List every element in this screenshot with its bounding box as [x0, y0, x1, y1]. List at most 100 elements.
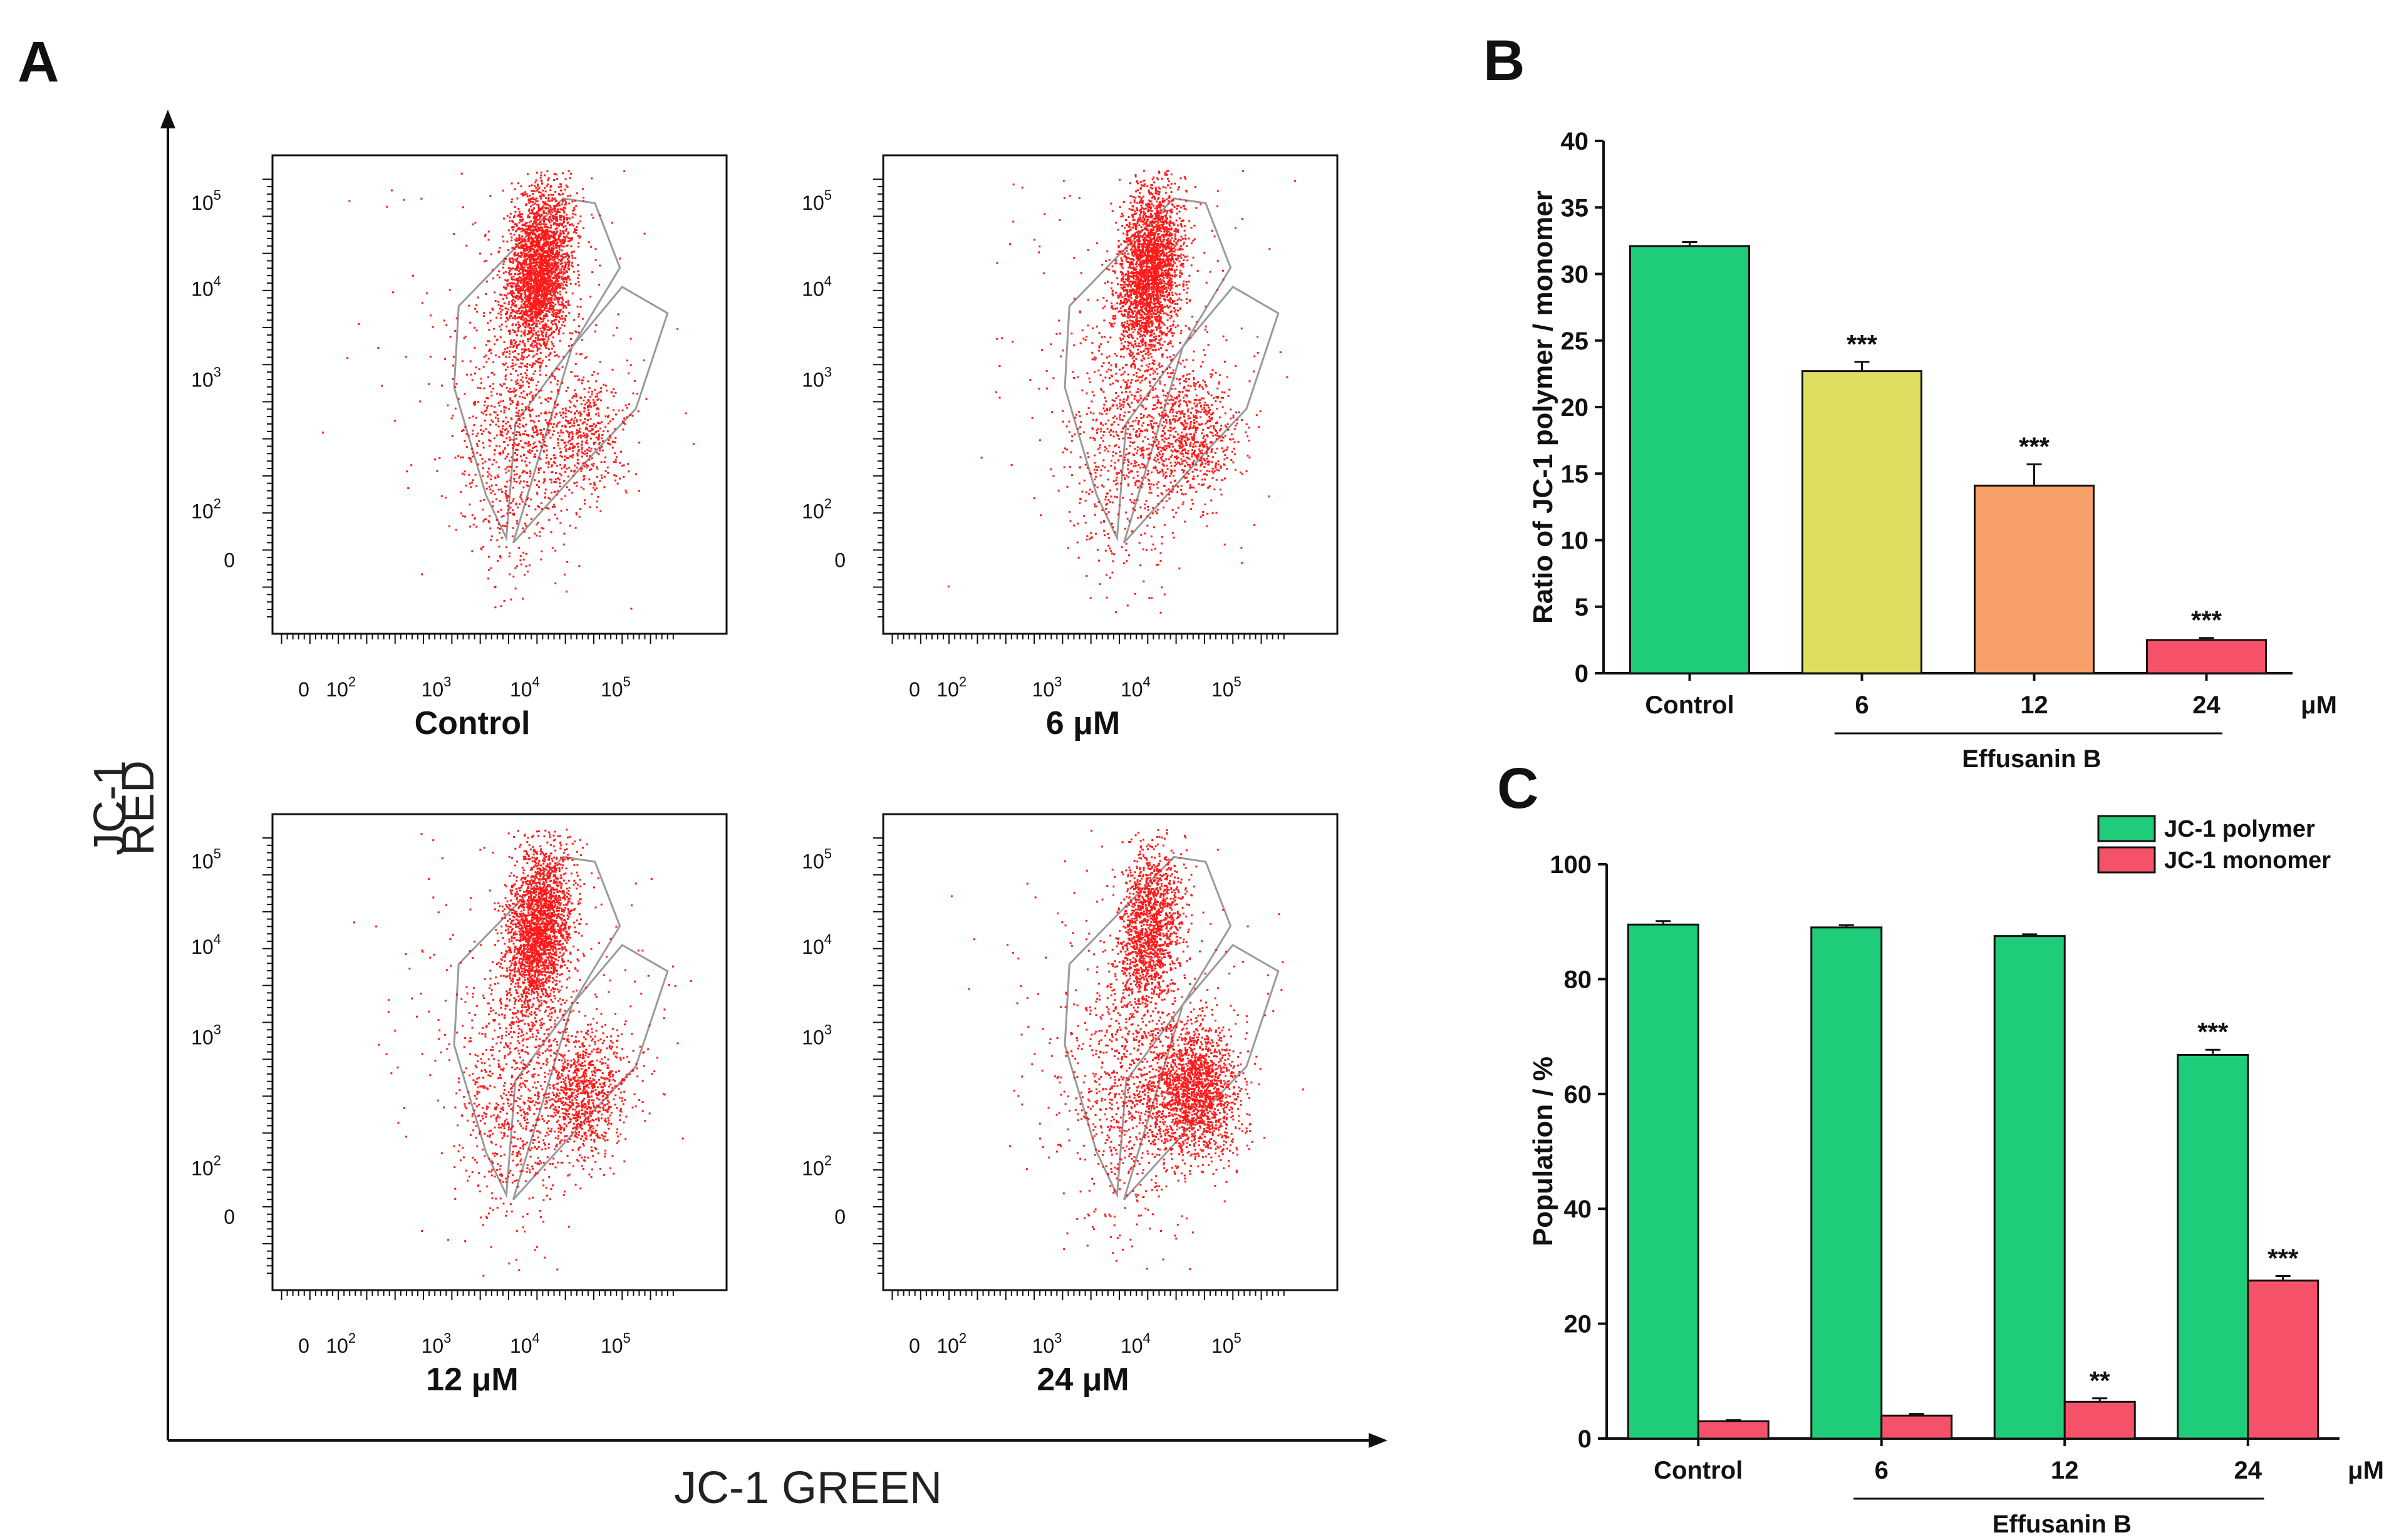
y-tick-label: 15 [1561, 460, 1589, 488]
flow-cytometry-panel: JC-1 RED JC-1 GREEN 0 102 103 104 1050102103… [85, 110, 1387, 1513]
flow-tick-exponent: 5 [623, 1330, 631, 1346]
significance-mark: *** [2019, 432, 2050, 461]
flow-plot-frame [882, 813, 1339, 1291]
y-axis-label: Ratio of JC-1 polymer / monomer [1528, 190, 1558, 624]
flow-ticks [873, 837, 1285, 1300]
flow-tick-base: 10 [1121, 1335, 1143, 1357]
flow-tick-base: 10 [802, 936, 824, 958]
flow-y-tick-label: 103 [802, 364, 832, 391]
flow-y-tick-zero: 0 [834, 549, 846, 572]
flow-tick-exponent: 4 [214, 273, 221, 289]
flow-tick-base: 10 [802, 500, 824, 523]
flow-tick-exponent: 3 [443, 1330, 451, 1346]
group-label: Effusanin B [1962, 745, 2101, 773]
flow-tick-exponent: 4 [214, 931, 221, 947]
flow-tick-exponent: 3 [1054, 674, 1062, 690]
flow-x-tick-label: 102 [326, 674, 356, 701]
flow-tick-base: 10 [1032, 678, 1055, 701]
flow-tick-base: 10 [1121, 678, 1143, 701]
flow-tick-exponent: 4 [1143, 674, 1151, 690]
flow-tick-base: 10 [191, 368, 214, 391]
flow-x-tick-label: 105 [1211, 1330, 1241, 1357]
flow-tick-base: 10 [802, 1157, 824, 1180]
flow-tick-base: 10 [1211, 678, 1234, 701]
flow-tick-base: 10 [802, 850, 824, 872]
flow-x-tick-label: 103 [422, 1330, 452, 1357]
flow-y-tick-label: 102 [802, 496, 832, 523]
flow-x-tick-label: 103 [1032, 674, 1062, 701]
flow-tick-base: 10 [422, 1335, 444, 1357]
flow-x-ticklabels: 0 102 103 104 105 [298, 1330, 631, 1357]
flow-tick-base: 10 [802, 277, 824, 300]
flow-tick-exponent: 2 [824, 1153, 832, 1169]
flow-tick-base: 10 [802, 1026, 824, 1049]
monomer-gate [1122, 944, 1280, 1201]
flow-x-tick-label: 104 [510, 674, 540, 701]
chart-population: 0 20 40 60 80 100 Population / % Control 6 12 24 **… [1528, 815, 2384, 1538]
polymer-bar [2177, 1053, 2249, 1440]
flow-tick-base: 10 [601, 1335, 623, 1357]
y-tick-label: 10 [1561, 527, 1589, 555]
flow-tick-exponent: 5 [1234, 1330, 1241, 1346]
flow-tick-base: 10 [191, 500, 214, 523]
x-tick-label: 6 [1855, 691, 1868, 719]
panel-c-label: C [1497, 757, 1538, 820]
flow-tick-base: 10 [326, 1335, 348, 1357]
x-tick-label: 12 [2020, 691, 2048, 719]
flow-y-tick-label: 103 [802, 1022, 832, 1049]
flow-tick-base: 10 [510, 1335, 532, 1357]
outer-x-arrow [1369, 1433, 1387, 1448]
flow-tick-exponent: 4 [532, 674, 540, 690]
flow-y-tick-label: 102 [191, 1153, 221, 1180]
flow-tick-base: 10 [191, 936, 214, 958]
significance-mark: *** [2191, 606, 2222, 635]
legend-swatch [2097, 815, 2156, 842]
y-tick-label: 35 [1561, 194, 1589, 222]
monomer-bar [2063, 1400, 2136, 1440]
polymer-gate [453, 197, 621, 542]
flow-plot-frame [882, 154, 1339, 635]
flow-y-tick-label: 103 [191, 1022, 221, 1049]
flow-y-tick-zero: 0 [224, 549, 235, 572]
polymer-bar [1810, 926, 1883, 1440]
flow-tick-exponent: 3 [214, 1022, 221, 1038]
flow-tick-exponent: 5 [214, 845, 221, 861]
y-tick-label: 80 [1564, 966, 1592, 993]
flow-events [353, 829, 692, 1277]
y-tick-label: 0 [1578, 1425, 1592, 1453]
panel-a-label: A [18, 30, 59, 94]
flow-y-tick-zero: 0 [224, 1206, 235, 1228]
flow-tick-exponent: 2 [214, 1153, 221, 1169]
flow-y-tick-label: 105 [802, 845, 832, 872]
flow-tick-exponent: 3 [824, 1022, 832, 1038]
flow-tick-base: 10 [936, 678, 959, 701]
flow-x-title: JC-1 GREEN [674, 1463, 942, 1513]
flow-tick-exponent: 3 [824, 364, 832, 380]
y-tick-label: 100 [1550, 851, 1592, 879]
group-label: Effusanin B [1993, 1511, 2132, 1538]
flow-y-tick-label: 104 [802, 931, 832, 958]
monomer-gate [1122, 286, 1280, 544]
flow-y-title-line1: JC-1 [85, 760, 135, 855]
flow-x-ticklabels: 0 102 103 104 105 [909, 674, 1241, 701]
flow-x-tick-label: 104 [510, 1330, 540, 1357]
flow-tick-exponent: 2 [959, 1330, 967, 1346]
x-tick-label: 6 [1875, 1457, 1889, 1484]
x-tick-label: 12 [2051, 1457, 2079, 1484]
monomer-bar [1697, 1420, 1770, 1440]
monomer-bar [2247, 1279, 2319, 1440]
flow-x-tick-label: 104 [1121, 674, 1151, 701]
flow-ticks [262, 837, 674, 1300]
flow-x-tick-label: 103 [1032, 1330, 1062, 1357]
flow-y-tick-label: 104 [191, 273, 221, 300]
monomer-gate [512, 286, 669, 544]
flow-y-tick-zero: 0 [834, 1206, 846, 1228]
flow-ticks [262, 178, 674, 644]
flow-x-tick-label: 105 [601, 674, 631, 701]
flow-x-tick-zero: 0 [909, 1335, 920, 1357]
flow-events [947, 170, 1296, 614]
